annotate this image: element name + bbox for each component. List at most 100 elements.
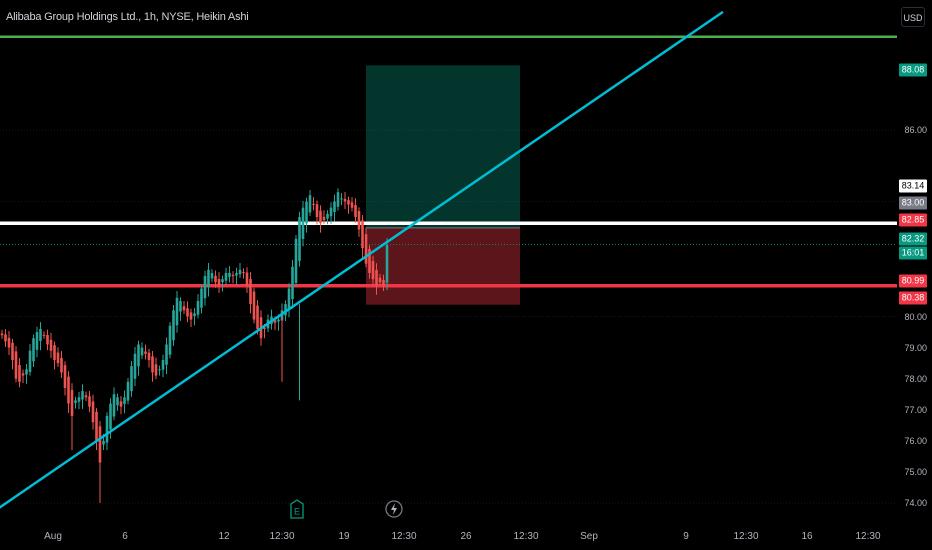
candle-body (329, 207, 333, 217)
candle-body (140, 347, 144, 356)
candle-body (168, 325, 172, 355)
candle-body (333, 201, 336, 212)
candle-body (60, 357, 63, 373)
candle-body (368, 248, 371, 273)
candle-body (151, 356, 154, 373)
candle-body (0, 333, 4, 336)
candle-body (46, 335, 49, 345)
candle-body (263, 327, 266, 329)
candle-body (123, 397, 126, 404)
candle-body (182, 306, 186, 311)
horizontal-levels[interactable] (0, 35, 897, 288)
candle-body (63, 365, 67, 388)
candle-body (322, 216, 326, 221)
candle-body (49, 339, 53, 351)
price-axis-label: 86.00 (904, 125, 927, 135)
long-position-tool[interactable] (366, 65, 520, 305)
candle-body (179, 300, 182, 312)
candle-body (375, 270, 378, 286)
candle-body (186, 308, 189, 317)
candle-body (382, 280, 385, 286)
candle-series (0, 188, 389, 503)
time-axis-label: 19 (338, 531, 350, 542)
candle-body (39, 328, 42, 341)
candle-body (137, 344, 140, 367)
price-axis-label: 77.00 (904, 404, 927, 415)
candle-body (35, 332, 39, 350)
time-axis-label: Aug (44, 531, 62, 542)
candle-body (385, 245, 389, 283)
price-axis[interactable]: 86.00 80.00 79.00 78.00 77.00 76.00 75.0… (897, 0, 932, 520)
candle-body (18, 365, 21, 382)
countdown-tag: 16:01 (899, 246, 927, 260)
candle-body (126, 381, 130, 401)
candle-body (252, 291, 256, 320)
candle-body (203, 276, 207, 299)
candle-body (91, 401, 95, 423)
time-axis-label: 12:30 (733, 531, 759, 542)
candle-body (154, 364, 158, 376)
candle-body (172, 310, 175, 341)
last-price-tag: 82.32 (899, 232, 927, 246)
candle-body (378, 277, 382, 283)
candle-body (308, 195, 312, 213)
candle-body (7, 337, 11, 348)
candle-body (298, 217, 301, 261)
candle-body (196, 300, 200, 315)
time-axis-label: 12:30 (513, 531, 539, 542)
candle-body (277, 319, 280, 322)
candle-body (21, 373, 25, 376)
profit-zone (366, 65, 520, 228)
candle-body (326, 213, 329, 219)
time-axis[interactable]: Aug 6 12 12:30 19 12:30 26 12:30 Sep 9 1… (0, 524, 897, 550)
time-axis-label: 26 (460, 531, 472, 542)
time-axis-label: 6 (122, 531, 128, 542)
price-axis-label: 75.00 (904, 466, 927, 477)
candle-body (291, 266, 294, 300)
earnings-icon[interactable]: E (289, 499, 305, 519)
candle-body (315, 204, 319, 218)
dividend-icon[interactable] (385, 499, 403, 519)
trendline (0, 10, 724, 509)
candle-body (42, 334, 46, 336)
candle-body (336, 192, 340, 207)
time-axis-label: 16 (801, 531, 813, 542)
candle-body (147, 352, 151, 361)
candle-body (228, 272, 231, 277)
candle-body (284, 304, 287, 316)
candle-body (133, 353, 137, 379)
price-axis-label: 74.00 (904, 498, 927, 508)
candle-body (165, 344, 168, 365)
candle-body (273, 320, 277, 323)
candle-body (95, 411, 98, 441)
time-axis-label: 12:30 (269, 531, 295, 542)
candle-body (347, 200, 350, 205)
candle-body (235, 272, 238, 276)
candle-body (193, 313, 196, 316)
candle-body (74, 400, 77, 404)
candle-body (245, 272, 249, 286)
candle-body (287, 288, 291, 310)
candle-body (56, 352, 60, 364)
currency-button[interactable]: USD (901, 7, 925, 27)
candle-body (207, 269, 210, 288)
candle-body (343, 198, 347, 202)
candle-body (98, 426, 102, 463)
candle-body (119, 401, 123, 407)
candle-body (112, 394, 116, 417)
candle-body (25, 369, 28, 375)
candle-body (340, 198, 343, 200)
candle-body (88, 396, 91, 407)
price-axis-label: 76.00 (904, 435, 927, 446)
candle-body (294, 238, 298, 283)
level-price-tag: 83.00 (899, 196, 927, 210)
candle-body (305, 201, 308, 224)
candle-body (130, 366, 133, 392)
candle-body (224, 272, 228, 281)
level-price-tag: 83.14 (899, 179, 927, 193)
trendline-group[interactable] (0, 10, 724, 516)
candle-body (4, 334, 7, 342)
price-axis-label: 80.00 (904, 311, 927, 322)
candle-body (361, 220, 364, 249)
